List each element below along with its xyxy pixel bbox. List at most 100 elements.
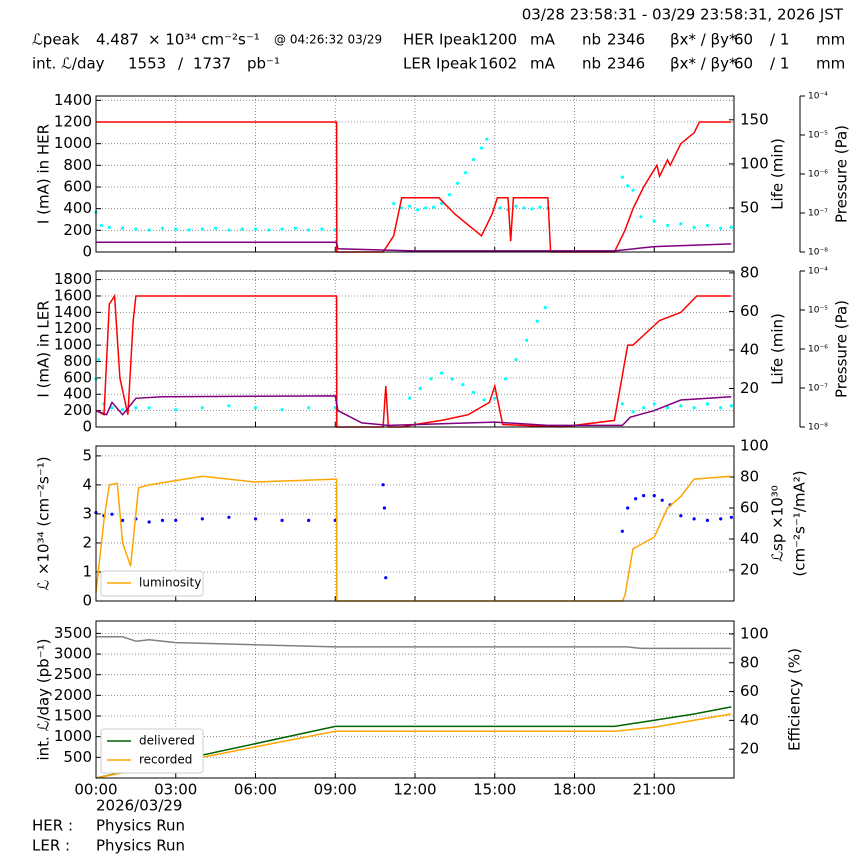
scatter-point [485, 137, 489, 141]
scatter-point [134, 406, 138, 410]
scatter-point [280, 408, 284, 412]
scatter-point [455, 181, 460, 185]
y-tick-label: 1500 [54, 707, 92, 725]
scatter-point [530, 207, 534, 211]
scatter-point [471, 390, 476, 394]
y-tick-label: 1000 [54, 134, 92, 152]
scatter-point [384, 576, 388, 580]
scatter-point [392, 201, 396, 206]
y2-tick-label: 20 [740, 561, 759, 579]
y-tick-label: 1800 [54, 270, 92, 288]
y-tick-label: 1200 [54, 319, 92, 337]
scatter-point [174, 518, 178, 523]
plot-frame [95, 445, 735, 602]
legend-label: recorded [139, 753, 192, 767]
x-tick-label: 12:00 [393, 781, 436, 799]
scatter-point [652, 494, 656, 498]
scatter-point [705, 518, 710, 523]
scatter-point [267, 228, 271, 232]
scatter-point [280, 227, 284, 231]
plot-frame [95, 270, 735, 428]
scatter-point [200, 406, 204, 410]
y2-tick-label: 80 [740, 653, 759, 671]
x-tick-label: 03:00 [154, 781, 197, 799]
y3-axis-label: Pressure (Pa) [833, 125, 851, 223]
scatter-point [200, 517, 204, 521]
header-item: HER Ipeak [403, 31, 480, 49]
scatter-point [620, 402, 624, 406]
scatter-point [416, 208, 420, 212]
scatter-point [400, 206, 404, 210]
y3-tick-label: 10⁻⁵ [808, 131, 828, 141]
scatter-point [642, 494, 646, 498]
scatter-point [514, 357, 518, 362]
scatter-point [514, 204, 518, 208]
run-status: Physics Run [96, 837, 185, 855]
scatter-point [482, 398, 486, 402]
y3-tick-label: 10⁻⁶ [808, 345, 828, 355]
scatter-point [652, 219, 656, 223]
scatter-point [253, 406, 258, 410]
y3-tick-label: 10⁻⁴ [808, 92, 828, 102]
y-tick-label: 3500 [54, 624, 92, 642]
scatter-point [307, 228, 311, 232]
scatter-point [729, 404, 733, 408]
y-axis-label: I (mA) in LER [35, 300, 53, 397]
y-tick-label: 800 [63, 156, 92, 174]
series-line [95, 475, 732, 602]
y2-tick-label: 20 [740, 379, 759, 397]
y-tick-label: 400 [63, 199, 92, 217]
scatter-point [307, 406, 311, 410]
series-line [95, 395, 732, 427]
header-item: mA [530, 55, 556, 73]
header-item: 60 [734, 55, 753, 73]
y-tick-label: 0 [82, 418, 92, 436]
scatter-point [97, 357, 101, 362]
header-item: 1200 [479, 31, 517, 49]
scatter-point [543, 305, 547, 310]
scatter-point [620, 529, 624, 533]
scatter-point [503, 377, 507, 381]
y-tick-label: 1400 [54, 91, 92, 109]
scatter-point [620, 175, 624, 179]
y-tick-label: 2 [82, 533, 92, 551]
y3-tick-label: 10⁻⁷ [808, 209, 828, 219]
y-tick-label: 1 [82, 562, 92, 580]
scatter-point [626, 184, 630, 188]
y3-tick-label: 10⁻⁵ [808, 306, 828, 316]
y-tick-label: 5 [82, 446, 92, 464]
y2-tick-label: 60 [740, 682, 759, 700]
y-tick-label: 600 [63, 368, 92, 386]
y3-tick-label: 10⁻⁸ [808, 248, 828, 258]
scatter-point [692, 517, 696, 521]
header-item: 1737 [193, 55, 231, 73]
y-tick-label: 0 [82, 592, 92, 610]
y2-tick-label: 80 [740, 468, 759, 486]
y2-axis-label: Life (min) [769, 313, 787, 385]
x-tick-label: 06:00 [234, 781, 277, 799]
run-status: LER : [32, 837, 70, 855]
header-item: nb [582, 55, 601, 73]
scatter-point [174, 408, 178, 412]
scatter-point [729, 515, 733, 519]
scatter-point [471, 157, 476, 162]
run-status: Physics Run [96, 817, 185, 835]
scatter-point [381, 483, 385, 487]
scatter-point [729, 225, 733, 229]
y2-axis-label: ℒsp ×10³⁰ [769, 485, 787, 562]
y2-axis-label: Life (min) [769, 138, 787, 210]
scatter-point [719, 226, 723, 230]
y2-tick-label: 100 [740, 437, 769, 455]
scatter-point [522, 206, 526, 210]
header-item: 1553 [128, 55, 166, 73]
scatter-point [227, 404, 231, 408]
scatter-point [679, 222, 683, 226]
y-tick-label: 2500 [54, 665, 92, 683]
scatter-point [187, 228, 191, 232]
scatter-point [107, 225, 111, 229]
series-line [95, 713, 732, 779]
date-label: 2026/03/29 [96, 797, 182, 815]
scatter-point [147, 228, 151, 232]
scatter-point [382, 506, 387, 510]
series-line [96, 121, 732, 253]
